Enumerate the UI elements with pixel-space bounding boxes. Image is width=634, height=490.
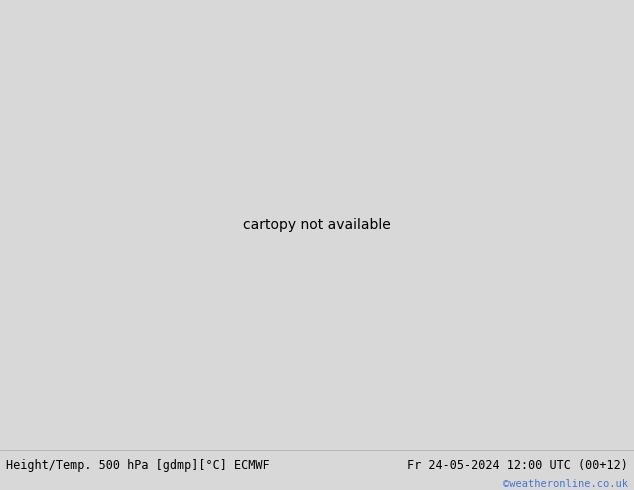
Text: ©weatheronline.co.uk: ©weatheronline.co.uk <box>503 479 628 489</box>
Text: cartopy not available: cartopy not available <box>243 218 391 232</box>
Text: Fr 24-05-2024 12:00 UTC (00+12): Fr 24-05-2024 12:00 UTC (00+12) <box>407 460 628 472</box>
Text: Height/Temp. 500 hPa [gdmp][°C] ECMWF: Height/Temp. 500 hPa [gdmp][°C] ECMWF <box>6 460 270 472</box>
